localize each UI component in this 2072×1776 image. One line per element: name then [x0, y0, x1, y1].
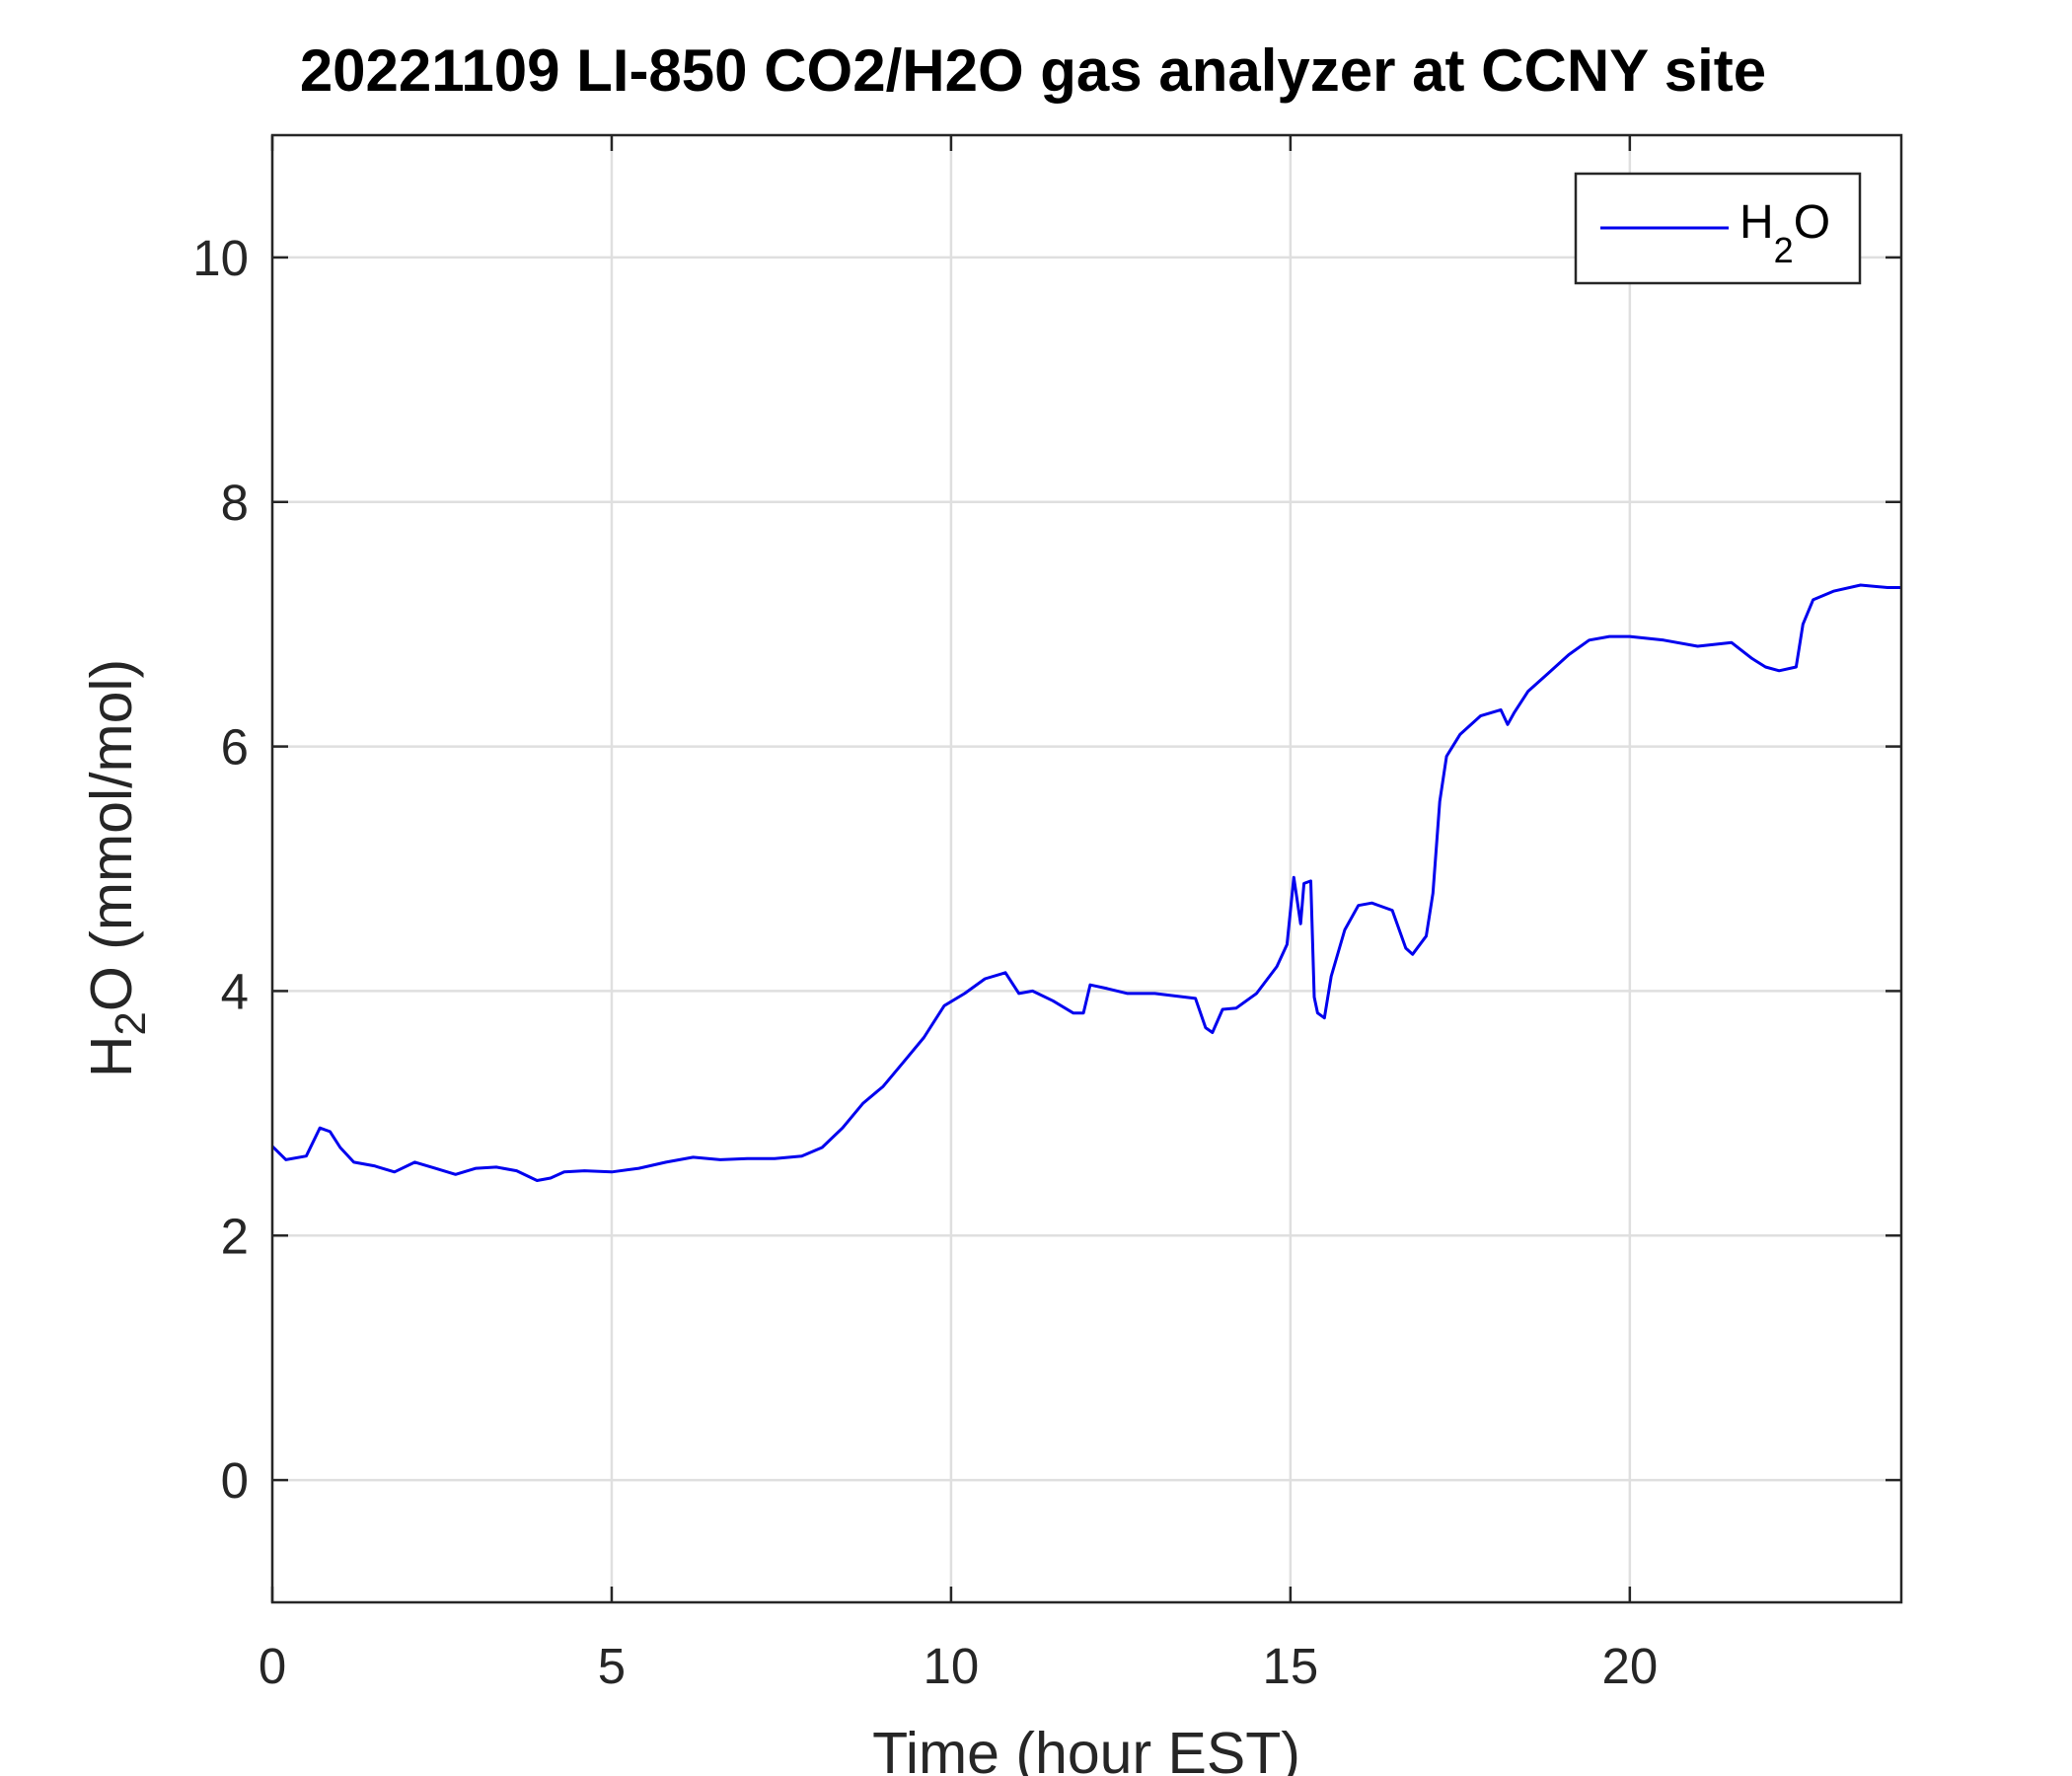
- ticks-layer: [270, 135, 1901, 1602]
- legend-label-subscript: 2: [1774, 230, 1794, 270]
- y-axis-label-rest: O (mmol/mol): [79, 659, 144, 1011]
- x-tick-label: 15: [1263, 1638, 1319, 1694]
- x-tick-labels: 0 5 10 15 20: [259, 1638, 1658, 1694]
- y-tick-label: 6: [221, 719, 249, 776]
- y-axis-label: H2O (mmol/mol): [79, 659, 155, 1077]
- y-tick-labels: 0 2 4 6 8 10: [192, 230, 249, 1509]
- chart-title: 20221109 LI-850 CO2/H2O gas analyzer at …: [300, 37, 1766, 104]
- y-tick-label: 0: [221, 1452, 249, 1509]
- y-axis-label-subscript: 2: [107, 1011, 155, 1035]
- x-tick-label: 0: [259, 1638, 286, 1694]
- x-tick-label: 20: [1601, 1638, 1658, 1694]
- x-tick-label: 10: [924, 1638, 980, 1694]
- y-axis-label-base: H: [79, 1036, 144, 1078]
- y-tick-label: 8: [221, 475, 249, 531]
- legend[interactable]: H2O: [1574, 172, 1862, 285]
- x-tick-label: 5: [598, 1638, 626, 1694]
- legend-label-base: H: [1739, 196, 1774, 249]
- series-layer: [270, 583, 1901, 1182]
- series-line-h2o: [270, 583, 1901, 1182]
- y-tick-label: 10: [192, 230, 249, 286]
- legend-label-rest: O: [1794, 196, 1830, 249]
- legend-label-h2o: H2O: [1739, 196, 1830, 270]
- y-tick-label: 2: [221, 1208, 249, 1264]
- axes-box: [270, 133, 1903, 1604]
- y-tick-label: 4: [221, 963, 249, 1019]
- x-axis-label: Time (hour EST): [872, 1721, 1300, 1776]
